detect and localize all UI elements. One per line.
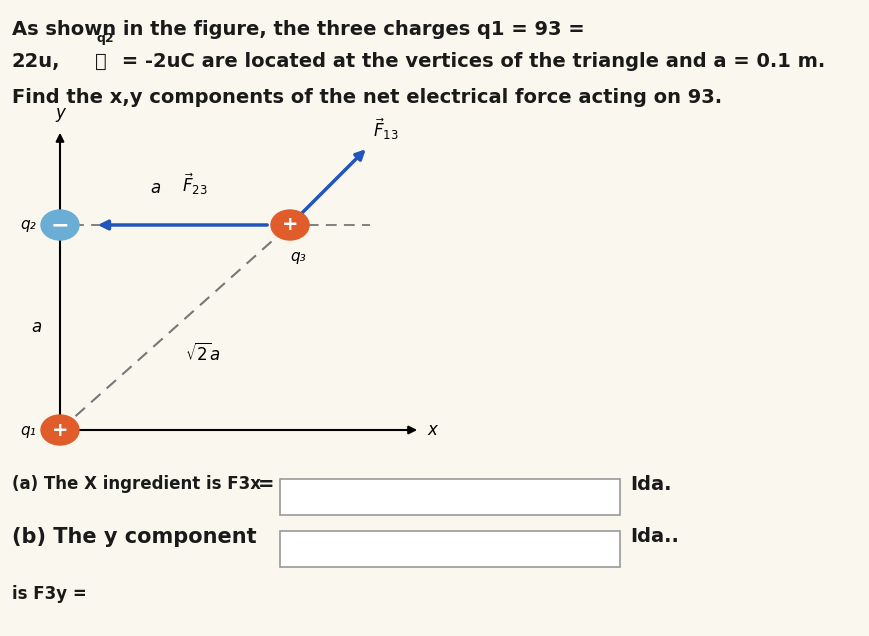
- Ellipse shape: [41, 210, 79, 240]
- Text: q2: q2: [96, 32, 115, 45]
- Text: a: a: [31, 319, 42, 336]
- Text: y: y: [55, 104, 65, 122]
- Text: = -2uC are located at the vertices of the triangle and a = 0.1 m.: = -2uC are located at the vertices of th…: [115, 52, 825, 71]
- Ellipse shape: [270, 210, 308, 240]
- Text: −: −: [50, 215, 70, 235]
- Text: $\sqrt{2}a$: $\sqrt{2}a$: [185, 343, 220, 364]
- Bar: [280, 479, 620, 515]
- Text: +: +: [282, 216, 298, 235]
- Text: q₂: q₂: [20, 218, 36, 233]
- Text: $\vec{F}_{23}$: $\vec{F}_{23}$: [182, 172, 208, 197]
- Text: 22u,: 22u,: [12, 52, 61, 71]
- Text: is F3y =: is F3y =: [12, 585, 87, 603]
- Text: Ida..: Ida..: [629, 527, 678, 546]
- Text: (b) The y component: (b) The y component: [12, 527, 256, 547]
- Text: $\vec{F}_{13}$: $\vec{F}_{13}$: [372, 117, 398, 142]
- Text: =: =: [258, 475, 275, 494]
- Text: x: x: [427, 421, 436, 439]
- Text: (a) The X ingredient is F3x: (a) The X ingredient is F3x: [12, 475, 261, 493]
- Text: q₁: q₁: [20, 422, 36, 438]
- Text: As shown in the figure, the three charges q1 = 93 =: As shown in the figure, the three charge…: [12, 20, 584, 39]
- Text: Find the x,y components of the net electrical force acting on 93.: Find the x,y components of the net elect…: [12, 88, 721, 107]
- Text: q₃: q₃: [289, 249, 306, 264]
- Text: +: +: [51, 420, 68, 439]
- Text: 叠: 叠: [95, 52, 107, 71]
- Text: Ida.: Ida.: [629, 475, 671, 494]
- Text: a: a: [149, 179, 160, 197]
- Bar: [280, 531, 620, 567]
- Ellipse shape: [41, 415, 79, 445]
